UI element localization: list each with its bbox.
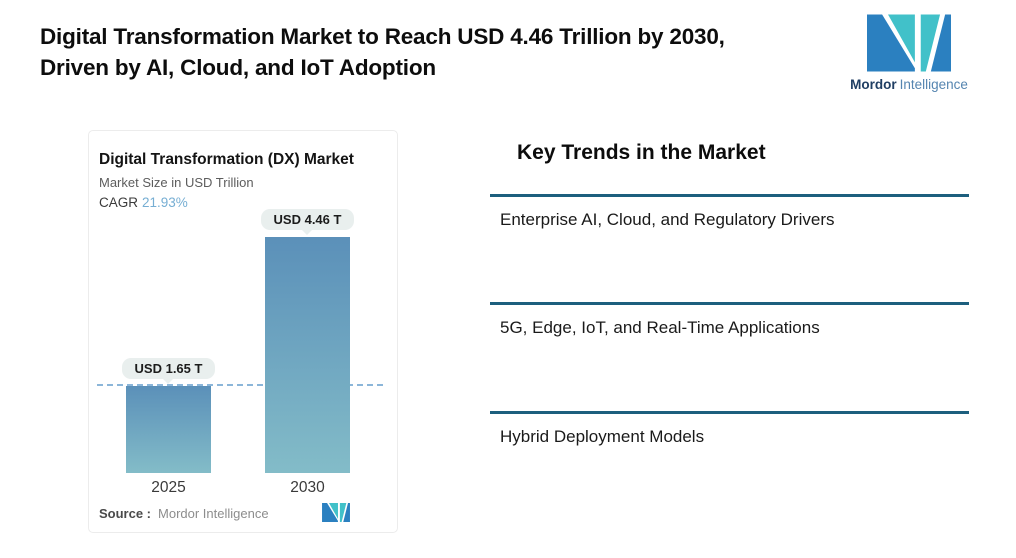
trends-heading: Key Trends in the Market [517, 141, 766, 164]
x-axis-label-2025: 2025 [151, 479, 186, 496]
bar-2030 [265, 237, 350, 473]
trend-item: Hybrid Deployment Models [490, 411, 969, 447]
trend-item: 5G, Edge, IoT, and Real-Time Application… [490, 302, 969, 338]
x-axis-label-2030: 2030 [290, 479, 325, 496]
chart-title: Digital Transformation (DX) Market [99, 151, 354, 168]
reference-line [97, 384, 383, 386]
brand-wordmark: Mordor Intelligence [846, 77, 972, 92]
source-row: Source : Mordor Intelligence [99, 506, 269, 521]
trend-item: Enterprise AI, Cloud, and Regulatory Dri… [490, 194, 969, 230]
mordor-intelligence-logo-icon [867, 14, 951, 72]
mordor-intelligence-mini-logo-icon [322, 503, 350, 522]
brand-logo: Mordor Intelligence [846, 14, 972, 92]
value-label-wrap: USD 1.65 T [89, 358, 249, 379]
chart-cagr: CAGR 21.93% [99, 195, 188, 210]
bar-chart-plot: USD 1.65 T USD 4.46 T 2025 2030 [89, 131, 397, 532]
value-label-wrap: USD 4.46 T [228, 209, 388, 230]
value-label-2030: USD 4.46 T [260, 209, 355, 230]
cagr-value: 21.93% [142, 195, 188, 210]
page-title: Digital Transformation Market to Reach U… [40, 24, 725, 80]
value-label-2025: USD 1.65 T [121, 358, 216, 379]
chart-subtitle: Market Size in USD Trillion [99, 175, 254, 190]
brand-name-light: Intelligence [899, 77, 968, 92]
source-label: Source : [99, 506, 152, 521]
key-trends-panel: Key Trends in the Market Enterprise AI, … [490, 135, 969, 558]
source-value: Mordor Intelligence [158, 506, 269, 521]
bar-2025 [126, 386, 211, 473]
market-chart-card: Digital Transformation (DX) Market Marke… [88, 130, 398, 533]
cagr-label: CAGR [99, 195, 139, 210]
brand-name-bold: Mordor [850, 77, 897, 92]
